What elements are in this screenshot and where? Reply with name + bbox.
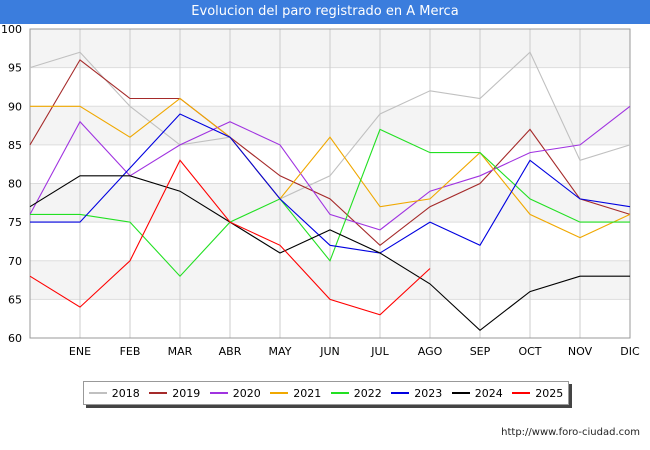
x-tick-label: JUN [319, 345, 340, 358]
y-tick-label: 60 [8, 332, 22, 345]
series-line-2021 [30, 97, 631, 239]
legend-label: 2025 [535, 386, 564, 400]
legend-label: 2024 [474, 386, 503, 400]
legend-label: 2020 [232, 386, 261, 400]
y-tick-label: 80 [8, 178, 22, 191]
x-tick-label: ABR [219, 345, 242, 358]
legend-item-2024: 2024 [451, 386, 503, 400]
x-tick-label: NOV [568, 345, 593, 358]
legend-label: 2018 [111, 386, 140, 400]
legend-item-2021: 2021 [270, 387, 321, 400]
y-tick-label: 90 [8, 100, 22, 113]
legend-item-2020: 2020 [209, 386, 261, 400]
x-tick-label: AGO [418, 345, 443, 358]
y-tick-label: 95 [8, 62, 22, 75]
legend-swatch [451, 392, 470, 394]
y-tick-label: 75 [8, 216, 22, 229]
legend-label: 2023 [414, 386, 443, 400]
legend-item-2025: 2025 [512, 387, 563, 400]
legend-swatch [270, 392, 289, 394]
x-tick-label: ENE [69, 345, 91, 358]
x-tick-label: OCT [518, 345, 541, 358]
x-tick-label: FEB [120, 345, 141, 358]
legend-item-2023: 2023 [391, 387, 442, 400]
series-line-2018 [29, 51, 631, 200]
chart-title: Evolucion del paro registrado en A Merca [0, 0, 650, 24]
legend-swatch [391, 392, 410, 394]
legend-swatch [88, 392, 107, 394]
legend-item-2018: 2018 [88, 386, 140, 400]
x-tick-label: MAR [168, 345, 193, 358]
legend-label: 2022 [353, 386, 382, 400]
plot-border [29, 28, 631, 339]
legend-item-2022: 2022 [330, 386, 382, 400]
x-tick-label: DIC [620, 345, 640, 358]
x-tick-label: MAY [269, 345, 292, 358]
legend-label: 2019 [172, 386, 201, 400]
legend-swatch [512, 392, 531, 394]
x-tick-label: JUL [370, 345, 389, 358]
legend-swatch [330, 392, 349, 394]
series-line-2024 [29, 175, 630, 332]
chart-legend: 2018 2019 2020 2021 2022 2023 2024 2025 [83, 381, 569, 405]
legend-item-2019: 2019 [149, 387, 200, 400]
series-line-2019 [29, 59, 631, 247]
legend-swatch [209, 392, 228, 394]
y-tick-label: 100 [1, 23, 22, 36]
x-tick-label: SEP [470, 345, 491, 358]
series-line-2022 [30, 128, 630, 278]
y-tick-label: 70 [8, 255, 22, 268]
y-tick-label: 85 [8, 139, 22, 152]
y-tick-label: 65 [8, 293, 22, 306]
legend-label: 2021 [293, 386, 322, 400]
source-credit: http://www.foro-ciudad.com [501, 427, 640, 438]
legend-swatch [149, 392, 168, 394]
series-line-2025 [29, 159, 431, 316]
series-line-2023 [30, 113, 631, 254]
